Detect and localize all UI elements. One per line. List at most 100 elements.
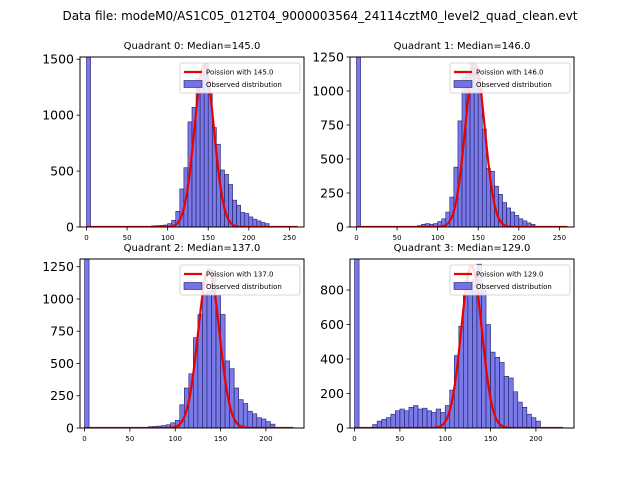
y-tick-label: 1000 [42, 108, 74, 123]
histogram-bar [408, 407, 414, 428]
axes-frame [349, 56, 575, 228]
histogram-bar [467, 284, 473, 428]
legend-box [179, 62, 301, 94]
axes-frame [79, 258, 305, 429]
histogram-bar [232, 199, 237, 227]
histogram-bar [202, 293, 208, 428]
x-tick-label: 50 [395, 435, 404, 443]
y-tick-label: 0 [336, 421, 344, 436]
histogram-bar [506, 207, 511, 227]
y-tick-label: 200 [320, 386, 344, 401]
histogram-bar [417, 408, 423, 428]
legend-patch-swatch [183, 80, 203, 88]
y-tick-label: 1250 [42, 259, 74, 274]
histogram-bar [435, 408, 441, 428]
legend: Poission with 137.0 Observed distribution [179, 264, 301, 296]
legend-label-observed: Observed distribution [476, 283, 552, 291]
histogram-bar [206, 290, 212, 428]
y-tick-label: 500 [50, 356, 74, 371]
legend-label-observed: Observed distribution [206, 81, 282, 89]
x-tick-label: 150 [484, 435, 497, 443]
x-tick-label: 100 [169, 435, 182, 443]
legend-label-observed: Observed distribution [206, 283, 282, 291]
x-tick-label: 250 [283, 234, 296, 242]
y-tick-label: 500 [320, 152, 344, 167]
legend: Poission with 146.0 Observed distribution [449, 62, 571, 94]
histogram-bar [247, 410, 253, 428]
y-tick-label: 750 [50, 324, 74, 339]
legend-label-poisson: Poission with 129.0 [476, 271, 544, 279]
histogram-bar [517, 401, 523, 428]
y-tick-label: 400 [320, 352, 344, 367]
poisson-curve-line [354, 264, 564, 428]
x-tick-label: 250 [553, 234, 566, 242]
histogram-bar [431, 412, 437, 428]
y-tick-label: 0 [66, 220, 74, 235]
histogram-bar [413, 405, 419, 428]
y-tick-label: 750 [320, 118, 344, 133]
histogram-bar [240, 212, 246, 227]
y-tick-label: 1000 [42, 291, 74, 306]
histogram-bar [354, 259, 360, 428]
subplot-title: Quadrant 1: Median=146.0 [394, 41, 531, 52]
x-tick-label: 0 [84, 234, 88, 242]
histogram-bar [510, 211, 516, 227]
histogram-bar [477, 87, 483, 227]
x-tick-label: 0 [82, 435, 86, 443]
subplot-quadrant-3: 0 50 100 150 200 0 200 400 600 800 Quadrant 3: Med… [320, 243, 575, 443]
histogram-bar [84, 259, 90, 428]
x-tick-label: 100 [161, 234, 174, 242]
histogram-bar [422, 407, 428, 428]
y-tick-label: 250 [50, 388, 74, 403]
subplot-title: Quadrant 3: Median=129.0 [394, 243, 531, 254]
histogram-bar [252, 413, 258, 428]
histogram-bar [535, 420, 541, 428]
histogram-bar [86, 57, 91, 227]
x-tick-label: 200 [242, 234, 255, 242]
x-tick-label: 150 [472, 234, 485, 242]
legend-box [179, 264, 301, 296]
histogram-bar [256, 417, 262, 428]
histogram-bar [252, 218, 258, 227]
histogram-bar [248, 216, 254, 227]
histogram-bar [514, 215, 520, 227]
x-tick-label: 200 [259, 435, 272, 443]
x-tick-label: 200 [529, 435, 542, 443]
legend-patch-swatch [453, 282, 473, 290]
y-tick-label: 1500 [42, 52, 74, 67]
histogram-bar [508, 377, 514, 428]
histogram-bar [238, 399, 244, 428]
x-tick-label: 100 [439, 435, 452, 443]
x-tick-label: 50 [393, 234, 402, 242]
subplot-title: Quadrant 0: Median=145.0 [124, 41, 261, 52]
histogram-bar [385, 417, 392, 428]
x-tick-label: 0 [352, 435, 356, 443]
y-tick-label: 250 [320, 186, 344, 201]
histogram-bar [404, 410, 410, 428]
poisson-curve-line [84, 268, 294, 428]
figure-suptitle: Data file: modeM0/AS1C05_012T04_90000035… [62, 9, 577, 23]
poisson-curve-line [86, 63, 298, 227]
legend-box [449, 264, 571, 296]
histogram-bar [399, 408, 405, 428]
y-tick-label: 0 [336, 220, 344, 235]
histogram-bar [463, 294, 469, 428]
histogram-bar [522, 407, 528, 428]
legend-label-observed: Observed distribution [476, 81, 552, 89]
histogram-bar [395, 410, 401, 428]
legend-patch-swatch [183, 282, 203, 290]
subplot-title: Quadrant 2: Median=137.0 [124, 243, 261, 254]
histogram-bar [261, 418, 267, 428]
y-tick-label: 1000 [312, 84, 344, 99]
histogram-bar [531, 417, 537, 428]
histogram-bar [472, 279, 478, 428]
x-tick-label: 150 [214, 435, 227, 443]
subplot-quadrant-0: 0 50 100 150 200 250 0 500 1000 1500 Quadrant 0: M… [42, 41, 305, 242]
histogram-bar [236, 204, 241, 227]
histogram-bar [199, 71, 205, 227]
histogram-bar [426, 410, 432, 428]
histogram-bar [381, 419, 387, 428]
x-tick-label: 50 [125, 435, 134, 443]
histogram-bar [390, 413, 396, 428]
